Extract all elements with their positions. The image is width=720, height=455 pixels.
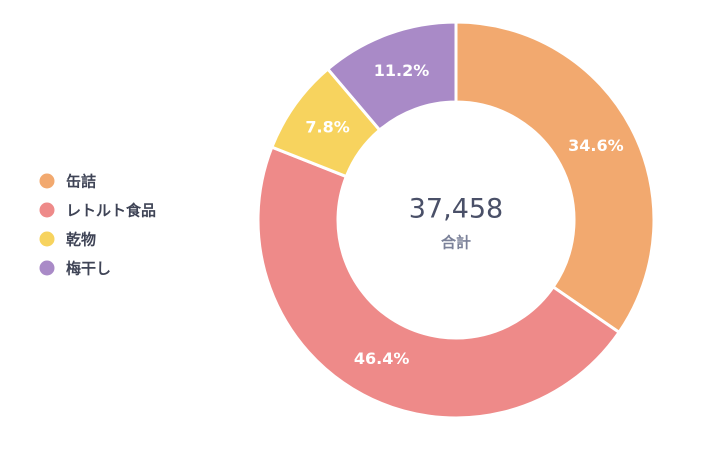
total-label: 合計 [440, 234, 471, 252]
legend-swatch [39, 231, 55, 247]
legend-label: レトルト食品 [66, 202, 156, 220]
legend-label: 梅干し [66, 260, 111, 278]
donut-slice [256, 145, 622, 420]
slice-label: 34.6% [568, 136, 624, 155]
legend-swatch [39, 202, 55, 218]
total-value: 37,458 [409, 194, 503, 225]
legend-swatch [39, 173, 55, 189]
donut-slice [325, 20, 458, 133]
legend-label: 缶詰 [66, 173, 96, 191]
slice-label: 46.4% [354, 349, 410, 368]
legend-swatch [39, 260, 55, 276]
slice-label: 11.2% [374, 61, 430, 80]
donut-slice [454, 20, 656, 335]
slice-label: 7.8% [305, 117, 349, 136]
legend-label: 乾物 [66, 231, 96, 249]
